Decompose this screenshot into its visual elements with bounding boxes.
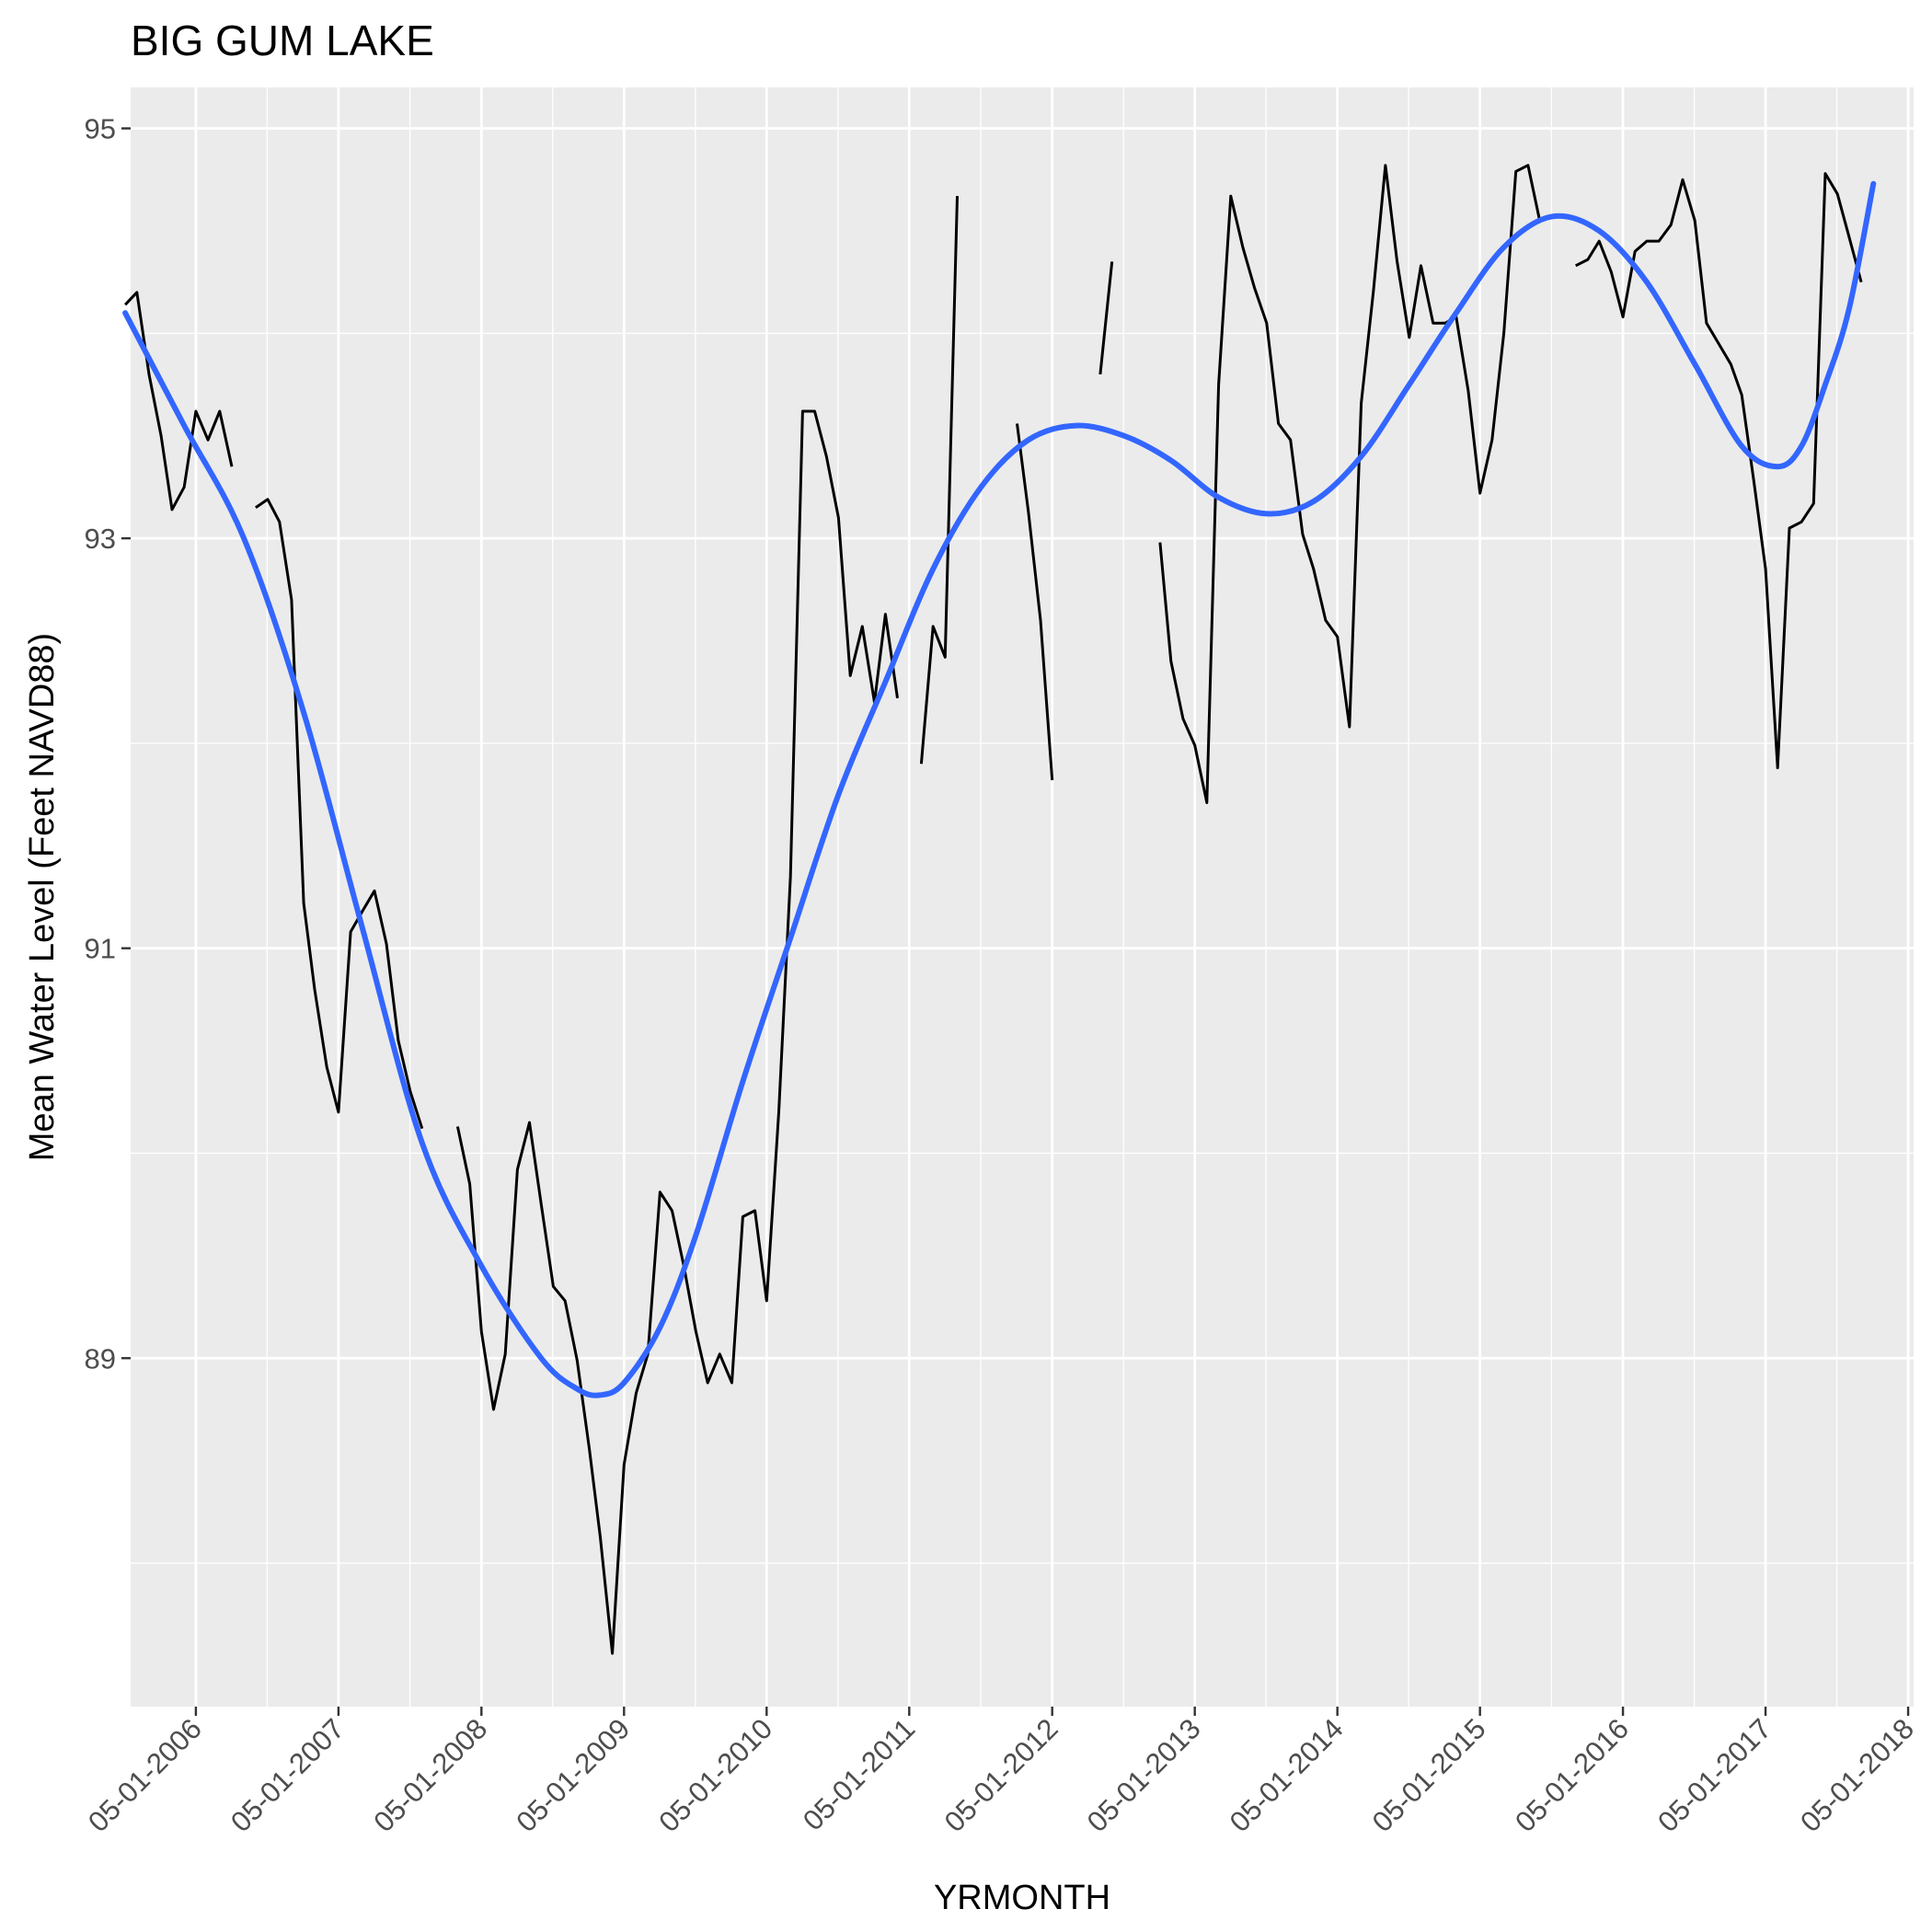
x-tick-label: 05-01-2017 [1651,1712,1777,1838]
observed-line-segment [255,498,424,1130]
x-tick-label: 05-01-2011 [797,1712,921,1836]
y-tick-label: 93 [85,523,116,555]
x-axis: 05-01-2006 05-01-2007 05-01-2008 05-01-2009… [82,1707,1920,1838]
y-axis: 89 91 93 95 [85,113,131,1374]
x-tick-label: 05-01-2009 [510,1712,636,1838]
observed-line-segment [1016,423,1054,781]
x-tick-label: 05-01-2007 [224,1712,351,1838]
x-tick-label: 05-01-2014 [1224,1712,1350,1838]
y-tick-label: 91 [85,933,116,965]
observed-line-segment [1098,261,1114,375]
x-tick-label: 05-01-2012 [938,1712,1064,1838]
x-tick-label: 05-01-2010 [652,1712,778,1838]
x-tick-label: 05-01-2018 [1794,1712,1920,1838]
x-tick-label: 05-01-2013 [1081,1712,1207,1838]
x-axis-title: YRMONTH [934,1879,1110,1917]
chart-title: BIG GUM LAKE [131,17,434,64]
x-tick-label: 05-01-2006 [82,1712,208,1838]
x-tick-label: 05-01-2016 [1509,1712,1635,1838]
smooth-trend-series [122,180,1877,1398]
observed-line-segment [124,291,234,512]
observed-line-segment [919,196,959,765]
x-tick-label: 05-01-2008 [367,1712,493,1838]
major-gridlines [131,87,1914,1707]
x-tick-label: 05-01-2015 [1366,1712,1492,1838]
observed-line-segment [1575,172,1863,770]
minor-gridlines [131,87,1914,1707]
y-tick-label: 95 [85,113,116,145]
observed-line-segment [1158,164,1542,804]
smooth-trend-line [122,180,1877,1398]
observed-line-segment [455,409,899,1655]
plot-panel [131,87,1914,1707]
observed-series [124,164,1863,1655]
y-axis-title: Mean Water Level (Feet NAVD88) [23,633,62,1161]
y-tick-label: 89 [85,1342,116,1374]
